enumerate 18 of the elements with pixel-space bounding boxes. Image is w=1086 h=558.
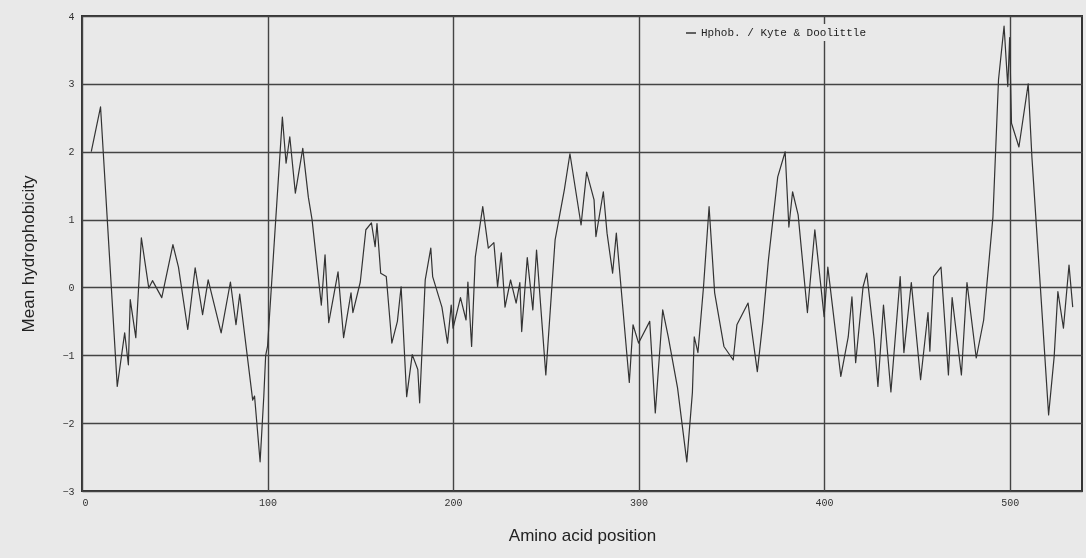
y-tick-label: −2 [62,418,75,430]
x-tick-label: 0 [82,497,89,509]
x-tick-label: 100 [259,497,278,509]
x-tick-label: 400 [815,497,834,509]
y-tick-label: −3 [62,486,75,498]
x-tick-label: 500 [1001,497,1020,509]
y-tick-label: 1 [68,215,75,227]
y-tick-label: 3 [68,79,75,91]
y-tick-label: 2 [68,147,75,159]
y-axis-title: Mean hydrophobicity [19,175,39,333]
x-axis-title: Amino acid position [508,525,657,545]
y-tick-label: 4 [68,11,75,23]
y-tick-label: −1 [62,350,75,362]
line-series [90,25,1074,463]
x-tick-label: 300 [630,497,649,509]
x-tick-label: 200 [444,497,463,509]
y-tick-label: 0 [68,282,75,294]
legend-label: Hphob. / Kyte & Doolittle [701,27,867,39]
